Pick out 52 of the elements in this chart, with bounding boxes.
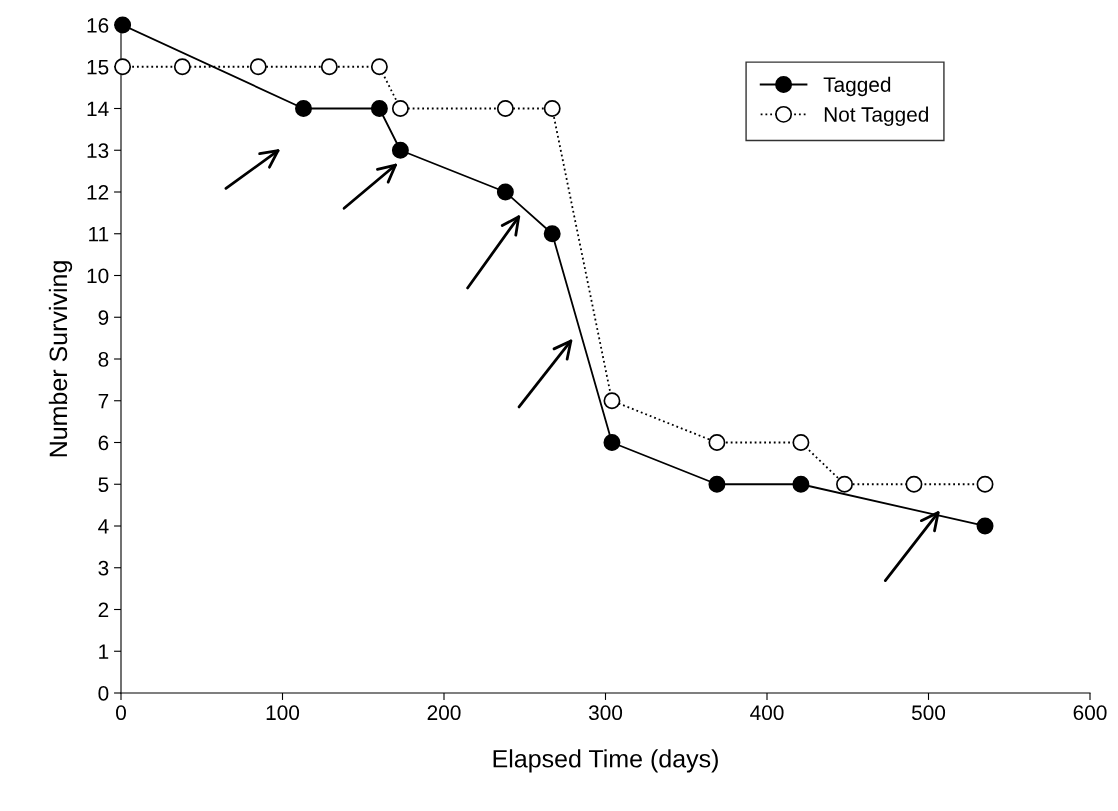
y-tick-label: 13 bbox=[87, 143, 109, 158]
point bbox=[603, 392, 621, 410]
legend-label: Tagged bbox=[823, 76, 891, 97]
point bbox=[496, 183, 514, 201]
point bbox=[976, 517, 994, 535]
point bbox=[391, 141, 409, 159]
y-axis-title: Number Surviving bbox=[48, 261, 73, 457]
y-tick-label: 0 bbox=[98, 686, 109, 701]
x-tick-label: 100 bbox=[266, 705, 300, 721]
point bbox=[792, 434, 810, 451]
y-tick-label: 8 bbox=[98, 352, 109, 367]
point bbox=[905, 475, 923, 493]
point bbox=[792, 475, 810, 493]
point bbox=[320, 58, 338, 76]
legend-label: Not Tagged bbox=[824, 106, 929, 126]
y-tick-label: 3 bbox=[98, 560, 109, 576]
point bbox=[976, 475, 994, 493]
point bbox=[249, 58, 267, 76]
point bbox=[708, 434, 726, 451]
y-tick-label: 16 bbox=[87, 18, 109, 33]
x-tick-label: 300 bbox=[588, 705, 623, 721]
y-tick-label: 12 bbox=[87, 185, 109, 200]
point bbox=[173, 58, 191, 76]
point bbox=[543, 100, 561, 117]
y-tick-label: 5 bbox=[98, 477, 109, 492]
x-axis-title: Elapsed Time (days) bbox=[493, 749, 718, 773]
point bbox=[603, 434, 621, 451]
point bbox=[496, 100, 514, 117]
y-tick-label: 2 bbox=[98, 602, 109, 618]
y-tick-label: 4 bbox=[98, 519, 109, 534]
point bbox=[708, 475, 726, 493]
x-tick-label: 500 bbox=[911, 705, 946, 721]
point bbox=[543, 225, 561, 243]
y-tick-label: 9 bbox=[98, 310, 109, 325]
y-tick-label: 10 bbox=[87, 268, 109, 284]
y-tick-label: 7 bbox=[98, 393, 109, 409]
x-tick-label: 600 bbox=[1073, 705, 1107, 721]
x-tick-label: 400 bbox=[750, 705, 784, 721]
x-tick-label: 0 bbox=[116, 705, 126, 721]
point bbox=[836, 475, 853, 493]
point bbox=[370, 100, 388, 117]
point bbox=[370, 58, 388, 76]
y-tick-label: 11 bbox=[89, 226, 109, 242]
point bbox=[114, 16, 132, 34]
y-tick-label: 14 bbox=[87, 101, 109, 117]
y-tick-label: 15 bbox=[87, 59, 109, 75]
point bbox=[391, 100, 409, 117]
point bbox=[295, 100, 312, 117]
y-tick-label: 1 bbox=[99, 644, 109, 659]
x-tick-label: 200 bbox=[427, 705, 461, 721]
y-tick-label: 6 bbox=[98, 435, 109, 451]
point bbox=[114, 58, 132, 76]
